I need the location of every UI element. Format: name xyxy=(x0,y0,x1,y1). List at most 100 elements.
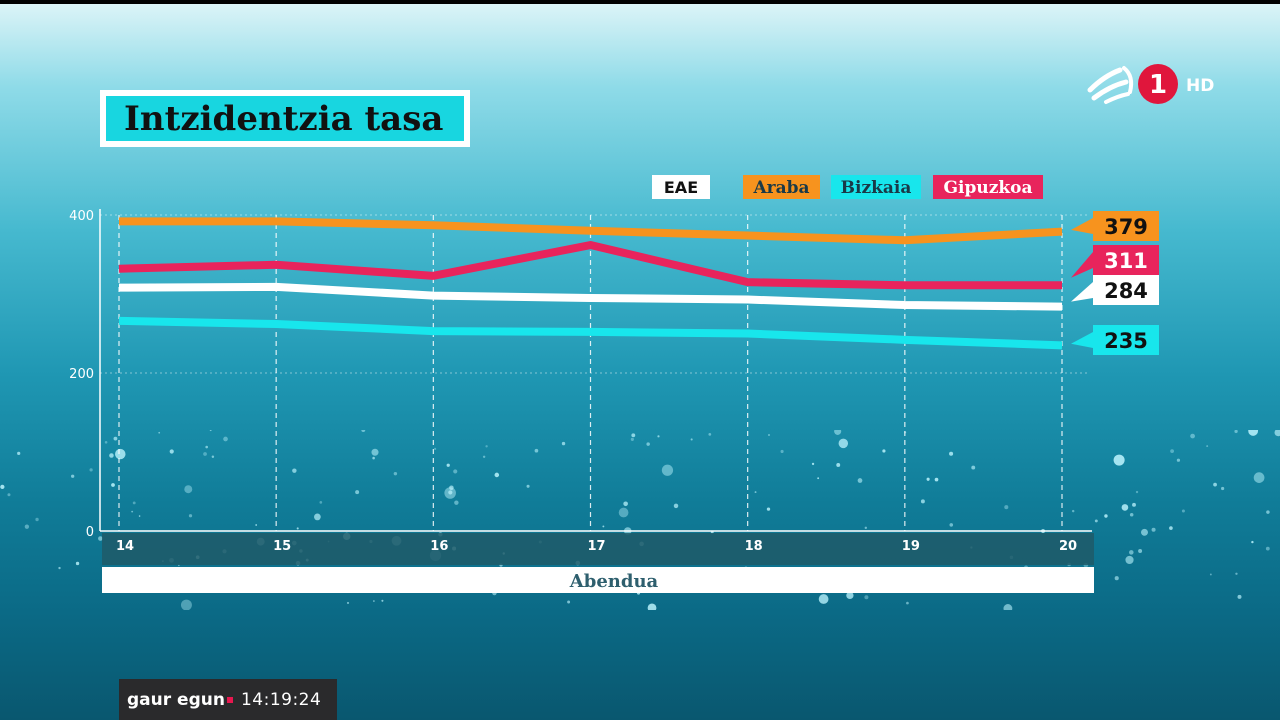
sparkle-dot xyxy=(296,527,299,530)
sparkle-dot xyxy=(1113,454,1125,466)
sparkle-dot xyxy=(381,599,384,602)
chart-axes: 0 200 400 xyxy=(69,209,1092,540)
sparkle-dot xyxy=(631,433,636,438)
sparkle-dot xyxy=(1129,550,1134,555)
end-label-box-eae xyxy=(1093,275,1159,305)
x-axis-title-box xyxy=(102,567,1094,593)
sparkle-dot xyxy=(1094,519,1098,523)
sparkle-dot xyxy=(864,595,869,600)
sparkle-dot xyxy=(434,447,437,450)
legend-label-araba: Araba xyxy=(752,178,809,198)
y-tick-label: 400 xyxy=(69,209,94,224)
sparkle-dot xyxy=(708,432,712,436)
sparkle-dot xyxy=(449,485,454,491)
sparkle-dot xyxy=(223,436,228,442)
sparkle-dot xyxy=(630,437,634,441)
eitb-swoosh-icon xyxy=(1087,66,1134,104)
sparkle-dot xyxy=(1138,548,1143,553)
hd-badge: HD xyxy=(1186,76,1214,96)
sparkle-dot xyxy=(371,448,379,456)
x-tick-label: 15 xyxy=(273,539,291,554)
sparkle-dot xyxy=(602,525,605,528)
end-label-eae: 284 xyxy=(1104,279,1148,303)
sparkle-dot xyxy=(17,451,21,456)
series-line-eae xyxy=(118,282,1063,311)
series-line-gipuzkoa xyxy=(118,241,1062,290)
sparkle-dot xyxy=(838,438,849,449)
sparkle-dot xyxy=(89,468,93,472)
sparkle-dot xyxy=(647,603,657,610)
sparkle-dot xyxy=(1251,540,1254,544)
sparkle-dot xyxy=(623,501,628,507)
sparkle-dot xyxy=(24,524,30,529)
sparkle-dot xyxy=(1206,445,1209,448)
sparkle-dot xyxy=(1213,482,1217,487)
sparkle-dot xyxy=(646,442,650,446)
sparkle-dot xyxy=(448,490,453,495)
sparkle-dot xyxy=(906,601,909,605)
legend-swatch-bizkaia xyxy=(831,175,921,199)
legend-label-gipuzkoa: Gipuzkoa xyxy=(943,178,1032,198)
end-label-box-araba xyxy=(1093,211,1159,241)
sparkle-dot xyxy=(618,507,629,518)
sparkle-dot xyxy=(255,524,257,526)
sparkle-dot xyxy=(818,594,829,604)
sparkle-dot xyxy=(7,493,11,497)
x-tick-label: 19 xyxy=(902,539,920,554)
sparkle-dot xyxy=(169,449,174,454)
sparkle-dot xyxy=(1235,572,1238,575)
sparkle-dot xyxy=(811,462,815,466)
sparkle-dot xyxy=(1071,509,1075,513)
channel-circle-icon xyxy=(1138,64,1178,104)
end-label-pointer-araba xyxy=(1071,218,1093,234)
channel-number: 1 xyxy=(1149,70,1167,100)
sparkle-dot xyxy=(882,449,886,453)
sparkle-dot xyxy=(75,561,80,566)
legend-swatch-eae xyxy=(652,175,710,199)
channel-logo: 1 HD xyxy=(1087,64,1214,104)
series-line-bizkaia xyxy=(118,316,1063,350)
sparkle-dot xyxy=(482,455,486,458)
top-black-bar xyxy=(0,0,1280,4)
sparkle-dot xyxy=(211,455,215,458)
sparkle-dot xyxy=(355,490,360,495)
sparkle-dot xyxy=(1151,527,1156,532)
end-label-box-bizkaia xyxy=(1093,325,1159,355)
sparkle-dot xyxy=(494,472,500,478)
sparkle-dot xyxy=(205,445,209,449)
x-tick-label: 17 xyxy=(587,539,605,554)
sparkle-dot xyxy=(454,500,459,505)
end-value-labels: 379 311 284 235 xyxy=(1071,211,1159,355)
legend-label-eae: EAE xyxy=(664,178,698,197)
end-label-gipuzkoa: 311 xyxy=(1104,249,1148,273)
sparkle-dot xyxy=(567,600,571,604)
sparkle-dot xyxy=(934,477,939,482)
sparkle-dot xyxy=(188,514,193,518)
sparkle-dot xyxy=(1266,510,1270,514)
chart-series xyxy=(118,217,1063,350)
sparkle-dot xyxy=(372,600,375,602)
sparkle-dot xyxy=(971,465,976,470)
background-sparkles xyxy=(0,430,1280,610)
sparkle-dot xyxy=(319,501,323,504)
chart-legend: EAE Araba Bizkaia Gipuzkoa xyxy=(652,175,1043,199)
sparkle-dot xyxy=(1125,555,1134,565)
sparkle-dot xyxy=(314,513,321,521)
sparkle-dot xyxy=(926,477,930,481)
sparkle-dot xyxy=(1253,472,1265,484)
legend-swatch-gipuzkoa xyxy=(933,175,1043,199)
sparkle-dot xyxy=(1104,514,1108,518)
sparkle-dot xyxy=(1248,430,1259,436)
sparkle-dot xyxy=(1237,594,1242,599)
sparkle-dot xyxy=(0,484,5,489)
sparkle-dot xyxy=(864,526,868,530)
sparkle-dot xyxy=(754,491,757,494)
sparkle-dot xyxy=(561,441,566,446)
sparkle-dot xyxy=(58,566,61,570)
sparkle-dot xyxy=(1234,430,1238,434)
sparkle-dot xyxy=(158,431,161,434)
end-label-araba: 379 xyxy=(1104,215,1148,239)
sparkle-dot xyxy=(203,452,207,456)
x-tick-label: 18 xyxy=(745,539,763,554)
